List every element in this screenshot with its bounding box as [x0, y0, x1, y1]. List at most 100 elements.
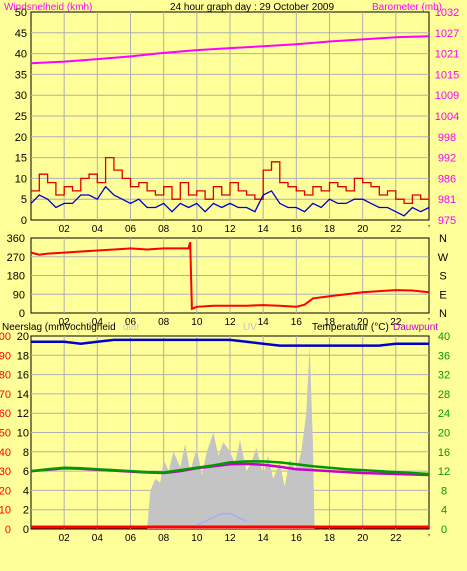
rain-tick-label: 4 [23, 485, 29, 497]
left-axis-tick-label: 5 [21, 194, 27, 206]
rain-axis-label: Neerslag (mm [2, 322, 65, 333]
compass-tick-label: N [439, 308, 447, 320]
left-axis-tick-label: 0 [19, 308, 25, 320]
x-axis-tick-label: 20 [357, 224, 369, 235]
humidity-tick-label: 0 [5, 524, 11, 536]
x-axis-tick-label: 16 [291, 533, 303, 544]
humidity-tick-label: 20 [0, 485, 11, 497]
x-axis-tick-label: 08 [158, 317, 170, 328]
x-axis-tick-label: 08 [158, 533, 170, 544]
x-axis-tick-label: 04 [92, 317, 104, 328]
x-axis-tick-label: 08 [158, 224, 170, 235]
x-axis-tick-label: ’ [428, 224, 430, 235]
wind-panel-series [30, 35, 430, 217]
x-axis-tick-label: 22 [390, 224, 402, 235]
right-axis-tick-label: 0 [441, 524, 447, 536]
uv-axis-label: UV [243, 322, 257, 333]
compass-tick-label: N [439, 233, 447, 245]
x-axis-tick-label: 16 [291, 224, 303, 235]
right-axis-tick-label: 998 [438, 132, 456, 144]
left-axis-tick-label: 30 [15, 90, 27, 102]
right-axis-tick-label: 1004 [435, 111, 459, 123]
x-axis-tick-label: 20 [357, 317, 369, 328]
right-axis-tick-label: 16 [438, 447, 450, 459]
rain-tick-label: 8 [23, 447, 29, 459]
solar-area [147, 345, 315, 529]
x-axis-tick-label: 06 [125, 533, 137, 544]
solar-axis-label: olar [123, 322, 140, 333]
rain-tick-label: 10 [17, 428, 29, 440]
right-axis-tick-label: 1015 [435, 69, 459, 81]
rain-tick-label: 14 [17, 389, 29, 401]
left-axis-tick-label: 180 [7, 271, 25, 283]
humidity-tick-label: 100 [0, 331, 11, 343]
x-axis-tick-label: 10 [191, 317, 203, 328]
dewpoint-axis-label: Dauwpunt [393, 322, 438, 333]
rain-tick-label: 6 [23, 466, 29, 478]
uv-line [196, 512, 247, 526]
x-axis-tick-label: 10 [191, 224, 203, 235]
temperature-axis-label: Temperatuur (°C) [312, 322, 389, 333]
x-axis-tick-label: 12 [224, 317, 236, 328]
temperature-panel-ticks: 0010220430640850106012701480169018100200… [0, 331, 450, 544]
rain-humidity-temperature-panel: 0010220430640850106012701480169018100200… [0, 322, 450, 544]
x-axis-tick-label: 06 [125, 224, 137, 235]
humidity-tick-label: 70 [0, 389, 11, 401]
right-axis-tick-label: 986 [438, 173, 456, 185]
wind-gust-line [31, 156, 430, 205]
rain-tick-label: 16 [17, 370, 29, 382]
x-axis-tick-label: 02 [59, 224, 71, 235]
humidity-tick-label: 80 [0, 370, 11, 382]
left-axis-tick-label: 15 [15, 153, 27, 165]
left-axis-tick-label: 270 [7, 252, 25, 264]
right-axis-tick-label: 1027 [435, 28, 459, 40]
right-axis-tick-label: 1021 [435, 49, 459, 61]
x-axis-tick-label: 02 [59, 317, 71, 328]
x-axis-tick-label: 12 [224, 224, 236, 235]
x-axis-tick-label: 14 [258, 224, 270, 235]
rain-tick-label: 20 [17, 331, 29, 343]
x-axis-tick-label: 10 [191, 533, 203, 544]
right-axis-tick-label: 1009 [435, 90, 459, 102]
compass-tick-label: W [438, 252, 449, 264]
x-axis-tick-label: 14 [258, 533, 270, 544]
left-axis-tick-label: 40 [15, 49, 27, 61]
direction-panel-series [30, 241, 430, 311]
x-axis-tick-label: 04 [92, 224, 104, 235]
x-axis-tick-label: 04 [92, 533, 104, 544]
compass-tick-label: E [439, 289, 446, 301]
humidity-line [31, 338, 429, 347]
x-axis-tick-label: 14 [258, 317, 270, 328]
right-axis-tick-label: 992 [438, 153, 456, 165]
x-axis-tick-label: 12 [224, 533, 236, 544]
x-axis-tick-label: 06 [125, 317, 137, 328]
left-axis-tick-label: 20 [15, 132, 27, 144]
rain-tick-label: 2 [23, 505, 29, 517]
x-axis-tick-label: 18 [324, 224, 336, 235]
right-axis-tick-label: 1032 [435, 7, 459, 19]
x-axis-tick-label: 22 [390, 533, 402, 544]
wind-average-line [30, 185, 430, 217]
x-axis-tick-label: 18 [324, 317, 336, 328]
right-axis-tick-label: 981 [438, 194, 456, 206]
right-axis-tick-label: 4 [441, 505, 447, 517]
left-axis-tick-label: 50 [15, 7, 27, 19]
right-axis-tick-label: 40 [438, 331, 450, 343]
x-axis-tick-label: 18 [324, 533, 336, 544]
x-axis-tick-label: ’ [428, 533, 430, 544]
left-axis-tick-label: 35 [15, 69, 27, 81]
x-axis-tick-label: 22 [390, 317, 402, 328]
right-axis-tick-label: 24 [438, 408, 450, 420]
chart-title: 24 hour graph day : 29 October 2009 [170, 2, 334, 13]
wind-speed-axis-label: Windsnelheid (kmh) [4, 2, 92, 13]
right-axis-tick-label: 32 [438, 370, 450, 382]
left-axis-tick-label: 10 [15, 173, 27, 185]
wind-panel-ticks: 0510152025303540455097598198699299810041… [15, 7, 459, 235]
right-axis-tick-label: 20 [438, 428, 450, 440]
direction-panel-grid [31, 238, 429, 313]
left-axis-tick-label: 360 [7, 233, 25, 245]
barometer-axis-label: Barometer (mb) [372, 2, 442, 13]
